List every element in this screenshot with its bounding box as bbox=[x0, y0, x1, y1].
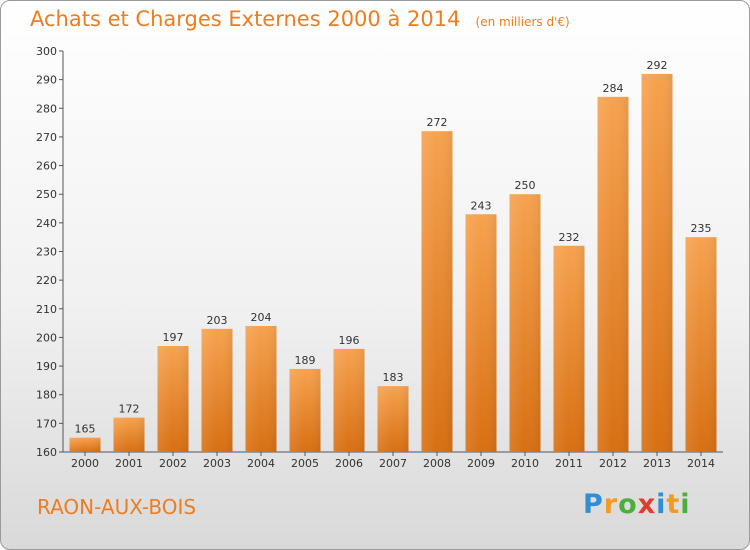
data-label: 272 bbox=[427, 116, 448, 129]
logo-letter: P bbox=[583, 489, 604, 520]
bars bbox=[69, 73, 717, 453]
bar-shine bbox=[597, 96, 629, 452]
x-tick-label: 2005 bbox=[291, 457, 319, 470]
bar-shine bbox=[157, 346, 189, 452]
x-tick-label: 2000 bbox=[71, 457, 99, 470]
data-label: 235 bbox=[691, 222, 712, 235]
bar-shine bbox=[69, 437, 101, 452]
y-tick-label: 240 bbox=[36, 217, 57, 230]
x-tick-label: 2006 bbox=[335, 457, 363, 470]
title-row: Achats et Charges Externes 2000 à 2014 (… bbox=[30, 7, 570, 31]
x-tick-label: 2013 bbox=[643, 457, 671, 470]
y-tick-label: 230 bbox=[36, 246, 57, 259]
y-tick-label: 200 bbox=[36, 331, 57, 344]
x-tick-label: 2008 bbox=[423, 457, 451, 470]
axes: 160 170 180 190 200 210 220 230 240 250 260 270 280 2… bbox=[36, 45, 723, 470]
chart-title: Achats et Charges Externes 2000 à 2014 bbox=[30, 7, 461, 31]
bar-shine bbox=[289, 368, 321, 452]
logo-letter: x bbox=[637, 489, 657, 520]
y-tick-label: 270 bbox=[36, 131, 57, 144]
y-tick-label: 300 bbox=[36, 45, 57, 58]
data-label: 172 bbox=[119, 403, 140, 416]
y-tick-label: 220 bbox=[36, 274, 57, 287]
x-tick-label: 2012 bbox=[599, 457, 627, 470]
logo-letter: o bbox=[618, 489, 638, 520]
bar-shine bbox=[333, 348, 365, 452]
data-label: 232 bbox=[559, 231, 580, 244]
bar-shine bbox=[553, 245, 585, 452]
bar-shine bbox=[641, 73, 673, 453]
chart-subtitle: (en milliers d'€) bbox=[475, 15, 570, 29]
bar-shine bbox=[113, 417, 145, 452]
data-labels: 165 172 197 203 204 189 196 183 272 243 250 232 284 2… bbox=[75, 59, 712, 436]
data-label: 292 bbox=[647, 59, 668, 72]
data-label: 189 bbox=[295, 354, 316, 367]
x-tick-label: 2004 bbox=[247, 457, 275, 470]
y-tick-label: 260 bbox=[36, 160, 57, 173]
town-name: RAON-AUX-BOIS bbox=[37, 495, 197, 519]
data-label: 197 bbox=[163, 331, 184, 344]
proxiti-logo: Proxiti bbox=[583, 489, 691, 520]
logo-letter: i bbox=[656, 489, 667, 520]
logo-letter: i bbox=[680, 489, 691, 520]
y-tick-label: 170 bbox=[36, 417, 57, 430]
y-tick-label: 190 bbox=[36, 360, 57, 373]
data-label: 284 bbox=[603, 82, 624, 95]
y-tick-label: 180 bbox=[36, 389, 57, 402]
logo-letter: t bbox=[666, 489, 681, 520]
x-tick-label: 2001 bbox=[115, 457, 143, 470]
data-label: 250 bbox=[515, 179, 536, 192]
data-label: 183 bbox=[383, 371, 404, 384]
y-tick-label: 250 bbox=[36, 188, 57, 201]
data-label: 196 bbox=[339, 334, 360, 347]
bar-shine bbox=[509, 194, 541, 452]
bar-shine bbox=[685, 237, 717, 452]
bar-shine bbox=[421, 131, 453, 452]
data-label: 165 bbox=[75, 423, 96, 436]
bar-shine bbox=[245, 325, 277, 452]
y-tick-label: 280 bbox=[36, 102, 57, 115]
x-tick-label: 2003 bbox=[203, 457, 231, 470]
x-tick-label: 2007 bbox=[379, 457, 407, 470]
y-tick-label: 160 bbox=[36, 446, 57, 459]
y-tick-label: 290 bbox=[36, 74, 57, 87]
data-label: 204 bbox=[251, 311, 272, 324]
data-label: 243 bbox=[471, 199, 492, 212]
logo-letter: r bbox=[603, 489, 619, 520]
x-tick-label: 2014 bbox=[687, 457, 715, 470]
bar-shine bbox=[465, 214, 497, 452]
x-tick-label: 2009 bbox=[467, 457, 495, 470]
x-tick-label: 2002 bbox=[159, 457, 187, 470]
data-label: 203 bbox=[207, 314, 228, 327]
x-tick-label: 2010 bbox=[511, 457, 539, 470]
y-tick-label: 210 bbox=[36, 303, 57, 316]
bar-shine bbox=[377, 386, 409, 452]
x-tick-label: 2011 bbox=[555, 457, 583, 470]
bar-shine bbox=[201, 328, 233, 452]
